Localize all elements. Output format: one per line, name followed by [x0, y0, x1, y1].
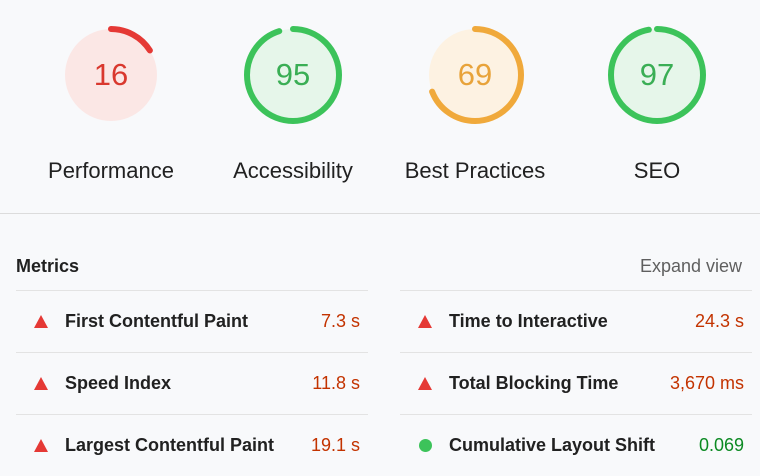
triangle-icon — [34, 315, 48, 328]
gauge-score: 97 — [639, 57, 675, 92]
metric-value: 24.3 s — [694, 311, 744, 331]
metric-row: Speed Index 11.8 s — [16, 352, 368, 414]
metric-row: Largest Contentful Paint 19.1 s — [16, 414, 368, 476]
gauge-performance[interactable]: 16 Performance — [31, 24, 191, 184]
gauge-ring — [608, 26, 706, 124]
triangle-icon — [418, 315, 432, 328]
metric-name: Time to Interactive — [449, 311, 608, 331]
triangle-icon — [34, 377, 48, 390]
gauge-label: Performance — [48, 158, 174, 183]
metric-name: First Contentful Paint — [65, 311, 248, 331]
circle-icon — [418, 439, 432, 452]
gauge-arc — [426, 26, 524, 124]
gauge-ring — [62, 26, 160, 124]
metric-value: 0.069 — [698, 435, 744, 455]
gauge-ring — [426, 26, 524, 124]
gauge-ring — [244, 26, 342, 124]
gauge-score: 16 — [93, 57, 129, 92]
triangle-icon — [418, 377, 432, 390]
gauge-arc — [62, 26, 160, 124]
metric-value: 19.1 s — [310, 435, 360, 455]
gauge-label: Best Practices — [404, 158, 546, 183]
gauge-arc — [244, 26, 342, 124]
gauge-background — [65, 29, 157, 121]
metric-name: Total Blocking Time — [449, 373, 619, 393]
metric-name: Speed Index — [65, 373, 172, 393]
metric-value: 3,670 ms — [669, 373, 744, 393]
metric-row: First Contentful Paint 7.3 s — [16, 290, 368, 352]
gauge-seo[interactable]: 97 SEO — [577, 24, 737, 184]
gauge-background — [429, 29, 521, 121]
divider — [0, 213, 760, 214]
metric-row: Time to Interactive 24.3 s — [400, 290, 752, 352]
metrics-left-column: First Contentful Paint 7.3 s Speed Index 1… — [16, 290, 368, 476]
gauge-background — [247, 29, 339, 121]
gauge-accessibility[interactable]: 95 Accessibility — [213, 24, 373, 184]
expand-view-button[interactable]: Expand view — [639, 256, 742, 276]
gauge-best-practices[interactable]: 69 Best Practices — [395, 24, 555, 184]
metrics-title: Metrics — [16, 256, 80, 276]
gauge-label: SEO — [633, 158, 681, 183]
metric-value: 11.8 s — [312, 373, 360, 393]
gauge-arc — [608, 26, 706, 124]
triangle-icon — [34, 439, 48, 452]
metric-name: Largest Contentful Paint — [65, 435, 275, 455]
category-gauges: 16 Performance 95 Accessibility 69 Best Pra… — [0, 0, 760, 214]
metric-value: 7.3 s — [320, 311, 360, 331]
gauge-score: 95 — [275, 57, 311, 92]
metric-name: Cumulative Layout Shift — [449, 435, 656, 455]
gauge-score: 69 — [457, 57, 493, 92]
metric-row: Total Blocking Time 3,670 ms — [400, 352, 752, 414]
metrics-right-column: Time to Interactive 24.3 s Total Blocking… — [400, 290, 752, 476]
gauge-background — [611, 29, 703, 121]
gauge-label: Accessibility — [233, 158, 353, 183]
metric-row: Cumulative Layout Shift 0.069 — [400, 414, 752, 476]
